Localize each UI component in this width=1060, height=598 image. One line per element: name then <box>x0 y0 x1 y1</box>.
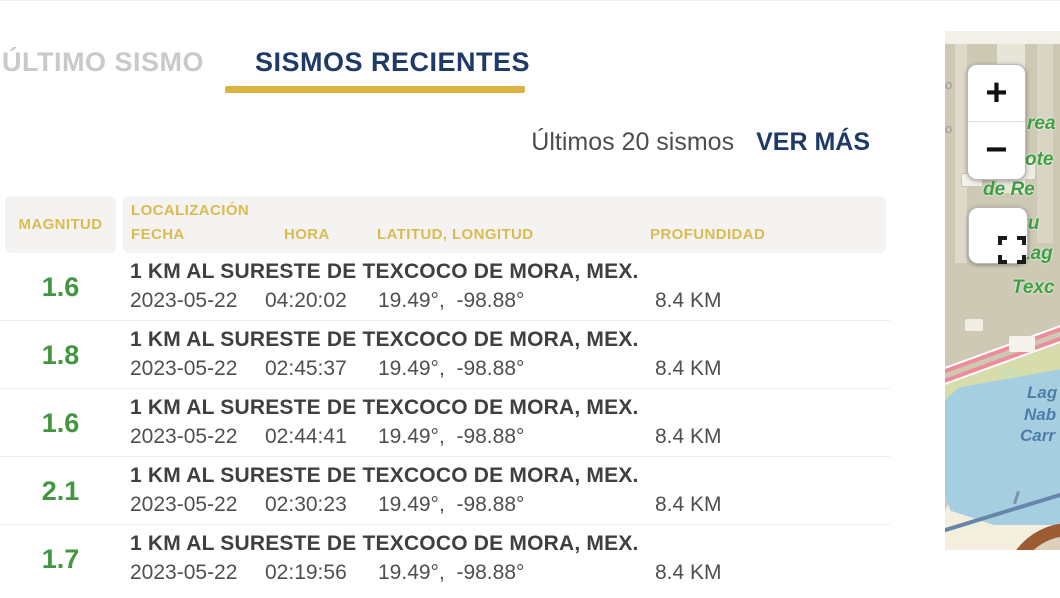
table-row[interactable]: 1.7 1 KM AL SURESTE DE TEXCOCO DE MORA, … <box>0 525 890 593</box>
map-terrain-stripe <box>1037 43 1053 243</box>
location-text: 1 KM AL SURESTE DE TEXCOCO DE MORA, MEX. <box>130 328 639 351</box>
time-value: 02:45:37 <box>265 357 347 380</box>
map-green-label: rea <box>1027 113 1056 134</box>
location-text: 1 KM AL SURESTE DE TEXCOCO DE MORA, MEX. <box>130 532 639 555</box>
depth-value: 8.4 KM <box>655 289 722 312</box>
count-label: Últimos 20 sismos <box>531 128 735 156</box>
header-fecha: FECHA <box>131 226 185 243</box>
active-tab-underline <box>225 86 525 93</box>
header-hora: HORA <box>284 226 330 243</box>
map-green-label: Texc <box>1012 277 1055 298</box>
depth-value: 8.4 KM <box>655 561 722 584</box>
latlong-value: 19.49°, -98.88° <box>378 425 525 448</box>
location-text: 1 KM AL SURESTE DE TEXCOCO DE MORA, MEX. <box>130 464 639 487</box>
depth-value: 8.4 KM <box>655 357 722 380</box>
time-value: 02:44:41 <box>265 425 347 448</box>
date-value: 2023-05-22 <box>130 561 238 584</box>
date-value: 2023-05-22 <box>130 357 238 380</box>
map-label-fragment: o <box>945 77 953 92</box>
map-green-label: ote <box>1025 149 1054 170</box>
map-water-label: Nab <box>1024 405 1057 424</box>
tab-sismos-recientes[interactable]: SISMOS RECIENTES <box>255 47 531 77</box>
time-value: 02:30:23 <box>265 493 347 516</box>
earthquake-list: 1.6 1 KM AL SURESTE DE TEXCOCO DE MORA, … <box>0 253 890 593</box>
magnitude-value: 1.6 <box>41 271 80 302</box>
table-row[interactable]: 2.1 1 KM AL SURESTE DE TEXCOCO DE MORA, … <box>0 457 890 525</box>
location-text: 1 KM AL SURESTE DE TEXCOCO DE MORA, MEX. <box>130 396 639 419</box>
list-subheader: Últimos 20 sismos VER MÁS <box>0 128 890 157</box>
header-latitud-longitud: LATITUD, LONGITUD <box>377 226 534 243</box>
map-zoom-control: + − <box>967 64 1026 180</box>
magnitude-value: 1.8 <box>41 339 80 370</box>
tab-ultimo-sismo[interactable]: ÚLTIMO SISMO <box>2 47 204 77</box>
map-water-label: Carr <box>1020 426 1055 445</box>
latlong-value: 19.49°, -98.88° <box>378 289 525 312</box>
depth-value: 8.4 KM <box>655 425 722 448</box>
time-value: 02:19:56 <box>265 561 347 584</box>
ver-mas-link[interactable]: VER MÁS <box>756 128 870 156</box>
latlong-value: 19.49°, -98.88° <box>378 357 525 380</box>
table-header: MAGNITUD LOCALIZACIÓN FECHA HORA LATITUD… <box>5 196 886 253</box>
map-building <box>965 319 983 331</box>
depth-value: 8.4 KM <box>655 493 722 516</box>
date-value: 2023-05-22 <box>130 493 238 516</box>
map-terrain-band <box>945 31 1060 44</box>
location-text: 1 KM AL SURESTE DE TEXCOCO DE MORA, MEX. <box>130 260 639 283</box>
date-value: 2023-05-22 <box>130 425 238 448</box>
fullscreen-button[interactable] <box>968 207 1028 264</box>
map-water-label: Lag <box>1027 383 1058 402</box>
table-row[interactable]: 1.6 1 KM AL SURESTE DE TEXCOCO DE MORA, … <box>0 389 890 457</box>
magnitude-value: 1.7 <box>41 543 80 574</box>
header-localizacion: LOCALIZACIÓN <box>131 202 250 219</box>
table-row[interactable]: 1.8 1 KM AL SURESTE DE TEXCOCO DE MORA, … <box>0 321 890 389</box>
zoom-in-button[interactable]: + <box>968 65 1025 122</box>
latlong-value: 19.49°, -98.88° <box>378 561 525 584</box>
map-label-fragment: o <box>945 121 953 136</box>
latlong-value: 19.49°, -98.88° <box>378 493 525 516</box>
time-value: 04:20:02 <box>265 289 347 312</box>
map-building <box>1009 336 1035 352</box>
map-terrain-stripe <box>955 43 967 263</box>
zoom-out-button[interactable]: − <box>968 122 1025 179</box>
table-row[interactable]: 1.6 1 KM AL SURESTE DE TEXCOCO DE MORA, … <box>0 253 890 321</box>
magnitude-value: 1.6 <box>41 407 80 438</box>
header-localizacion-group: LOCALIZACIÓN FECHA HORA LATITUD, LONGITU… <box>123 196 886 253</box>
map[interactable]: o o rea ote de Re atu Lag Texc Lag Nab C… <box>945 31 1060 550</box>
map-green-label: de Re <box>983 179 1035 200</box>
date-value: 2023-05-22 <box>130 289 238 312</box>
header-profundidad: PROFUNDIDAD <box>650 226 766 243</box>
header-magnitud: MAGNITUD <box>5 196 116 253</box>
magnitude-value: 2.1 <box>41 475 80 506</box>
